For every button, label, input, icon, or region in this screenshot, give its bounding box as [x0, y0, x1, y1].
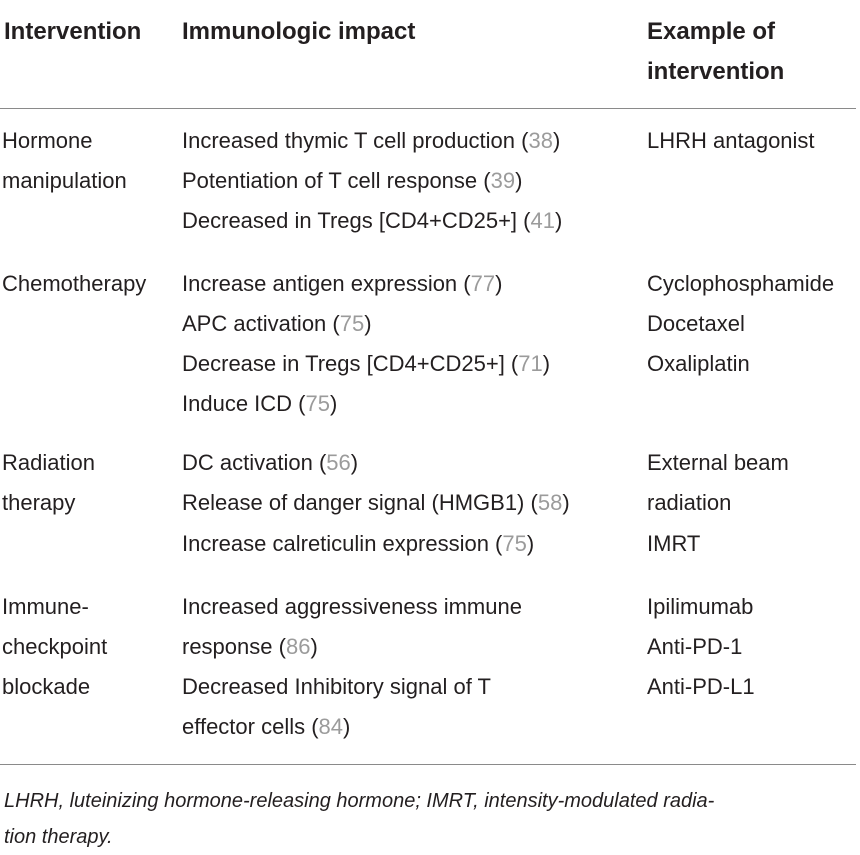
impact-line: DC activation (56)	[182, 450, 359, 475]
row-checkpoint-intervention-line2: checkpoint	[2, 634, 108, 659]
reference-link[interactable]: 75	[339, 311, 365, 336]
header-rule	[0, 108, 856, 109]
footnote-line1: LHRH, luteinizing hormone-releasing horm…	[4, 790, 715, 812]
impact-line: Increased thymic T cell production (38)	[182, 128, 561, 153]
example-item: IMRT	[647, 531, 701, 556]
example-item: Anti-PD-L1	[647, 674, 755, 699]
impact-line: Increase calreticulin expression (75)	[182, 531, 535, 556]
impact-line: effector cells (84)	[182, 714, 351, 739]
reference-link[interactable]: 56	[326, 450, 351, 475]
reference-link[interactable]: 58	[537, 490, 563, 515]
reference-link[interactable]: 77	[470, 271, 496, 296]
example-item: Docetaxel	[647, 311, 745, 336]
example-item: Anti-PD-1	[647, 634, 743, 659]
table-footnote: LHRH, luteinizing hormone-releasing horm…	[4, 783, 854, 855]
reference-link[interactable]: 75	[502, 531, 527, 556]
header-intervention: Intervention	[4, 18, 142, 45]
reference-link[interactable]: 71	[518, 351, 543, 376]
impact-line: Increase antigen expression (77)	[182, 271, 503, 296]
row-checkpoint-intervention-line3: blockade	[2, 674, 91, 699]
header-example-line1: Example of	[647, 18, 776, 45]
row-hormone-intervention-line1: Hormone	[2, 128, 93, 153]
reference-link[interactable]: 75	[305, 391, 330, 416]
example-item: LHRH antagonist	[647, 128, 815, 153]
impact-line: Release of danger signal (HMGB1) (58)	[182, 490, 570, 515]
footnote-line2: tion therapy.	[4, 826, 113, 848]
example-item: Oxaliplatin	[647, 351, 750, 376]
header-example-line2: intervention	[647, 58, 785, 85]
row-radiation-intervention-line1: Radiation	[2, 450, 95, 475]
example-item: Cyclophosphamide	[647, 271, 835, 296]
impact-line: response (86)	[182, 634, 318, 659]
impact-line: Induce ICD (75)	[182, 391, 338, 416]
header-immunologic-impact: Immunologic impact	[182, 18, 416, 45]
impact-line: Increased aggressiveness immune	[182, 594, 522, 619]
reference-link[interactable]: 84	[318, 714, 344, 739]
row-checkpoint-intervention-line1: Immune-	[2, 594, 89, 619]
row-hormone-intervention-line2: manipulation	[2, 168, 127, 193]
row-chemotherapy-intervention: Chemotherapy	[2, 271, 147, 296]
reference-link[interactable]: 39	[490, 168, 516, 193]
impact-line: Decreased Inhibitory signal of T	[182, 674, 491, 699]
reference-link[interactable]: 86	[285, 634, 311, 659]
reference-link[interactable]: 38	[528, 128, 553, 153]
impact-line: Decrease in Tregs [CD4+CD25+] (71)	[182, 351, 551, 376]
example-item: Ipilimumab	[647, 594, 754, 619]
impact-line: Potentiation of T cell response (39)	[182, 168, 523, 193]
impact-line: Decreased in Tregs [CD4+CD25+] (41)	[182, 208, 563, 233]
impact-line: APC activation (75)	[182, 311, 372, 336]
reference-link[interactable]: 41	[530, 208, 555, 233]
row-radiation-intervention-line2: therapy	[2, 490, 76, 515]
example-item: External beam	[647, 450, 789, 475]
example-item: radiation	[647, 490, 732, 515]
footer-rule	[0, 764, 856, 765]
